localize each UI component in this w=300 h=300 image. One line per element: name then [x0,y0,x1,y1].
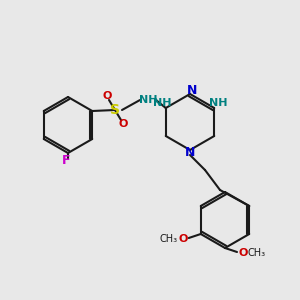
Text: CH₃: CH₃ [160,234,178,244]
Text: NH: NH [139,95,157,105]
Text: CH₃: CH₃ [248,248,266,258]
Text: F: F [62,154,70,167]
Text: O: O [118,119,128,129]
Text: N: N [185,146,195,160]
Text: NH: NH [152,98,171,108]
Text: O: O [102,91,112,101]
Text: NH: NH [209,98,227,108]
Text: O: O [238,248,248,258]
Text: S: S [110,103,120,117]
Text: O: O [178,234,188,244]
Text: N: N [187,85,197,98]
